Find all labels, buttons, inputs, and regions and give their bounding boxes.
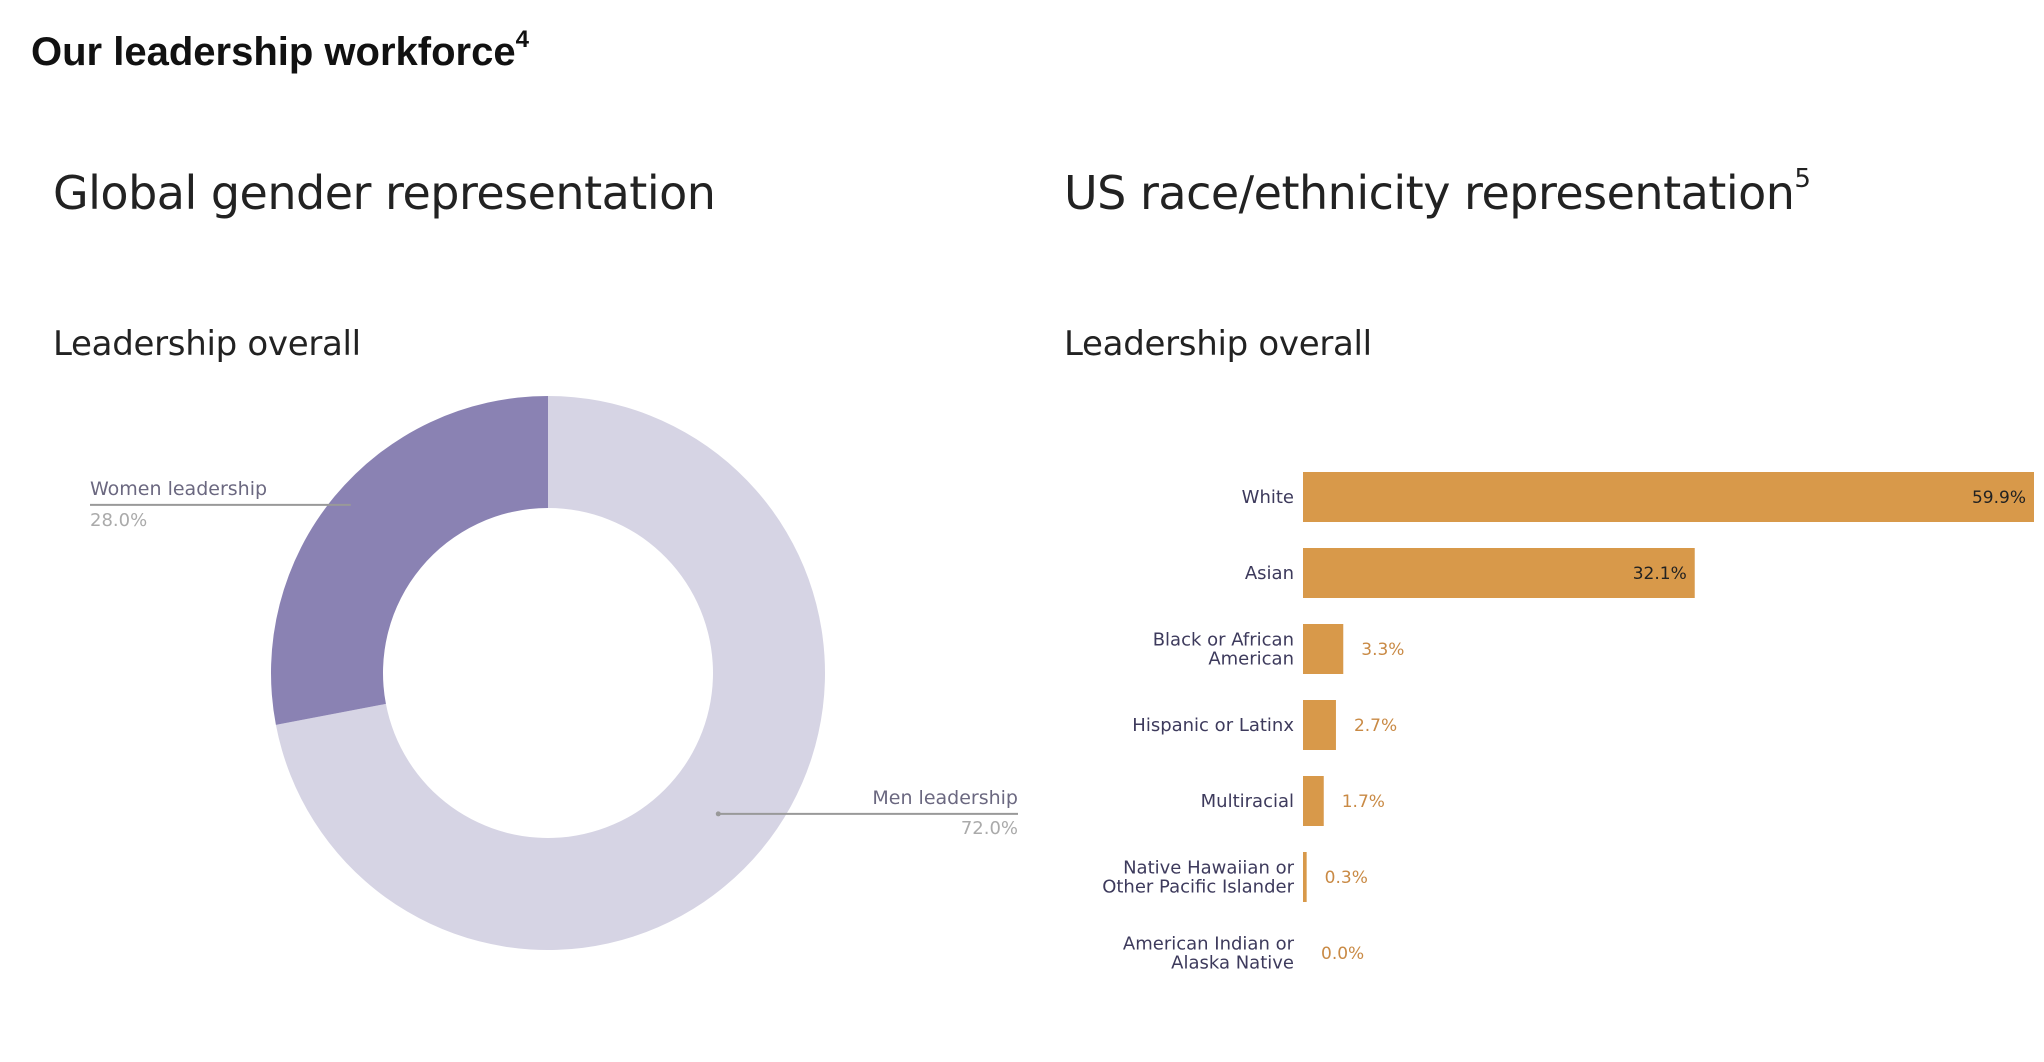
bar-category-label: Native Hawaiian or — [1123, 858, 1294, 879]
bar-category-label: Asian — [1245, 563, 1294, 584]
bar-category-label: Other Pacific Islander — [1102, 877, 1294, 898]
men-leadership-value: 72.0% — [961, 818, 1018, 839]
bar-category-label: Black or African — [1153, 630, 1294, 651]
men-leadership-label: Men leadership — [872, 787, 1018, 809]
race-section-title-text: US race/ethnicity representation — [1064, 166, 1795, 220]
bar-value-label: 3.3% — [1361, 640, 1404, 660]
bar-value-label: 32.1% — [1633, 564, 1687, 584]
bar-6 — [1303, 852, 1307, 902]
page-title-text: Our leadership workforce — [31, 30, 516, 74]
race-section-title-footnote: 5 — [1794, 164, 1811, 194]
page-title: Our leadership workforce4 — [31, 26, 529, 75]
women-leadership-value: 28.0% — [90, 510, 147, 531]
bar-category-label: Multiracial — [1201, 791, 1294, 812]
race-chart-subtitle: Leadership overall — [1064, 324, 1372, 364]
bar-category-label: American Indian or — [1123, 934, 1295, 955]
bar-2 — [1303, 548, 1695, 598]
gender-chart-subtitle: Leadership overall — [53, 324, 361, 364]
bar-5 — [1303, 776, 1324, 826]
bar-value-label: 1.7% — [1342, 792, 1385, 812]
bar-1 — [1303, 472, 2034, 522]
bar-4 — [1303, 700, 1336, 750]
bar-value-label: 0.0% — [1321, 944, 1364, 964]
gender-section-title: Global gender representation — [53, 166, 716, 220]
race-bar-chart: White 59.9%Asian 32.1%Black or AfricanAmer… — [1102, 472, 2034, 974]
bar-value-label: 0.3% — [1325, 868, 1368, 888]
gender-donut-chart: Men leadership 72.0% Women leadership 28.0% — [90, 396, 1018, 950]
page-title-footnote: 4 — [515, 26, 529, 53]
bar-category-label: American — [1208, 649, 1294, 670]
bar-value-label: 59.9% — [1972, 488, 2026, 508]
women-leadership-label: Women leadership — [90, 478, 267, 500]
bar-category-label: Hispanic or Latinx — [1132, 715, 1294, 736]
bar-value-label: 2.7% — [1354, 716, 1397, 736]
bar-category-label: White — [1242, 487, 1294, 508]
race-section-title: US race/ethnicity representation5 — [1064, 164, 1811, 220]
bar-3 — [1303, 624, 1344, 674]
donut-slice-women-leadership — [270, 396, 548, 725]
donut-slice-men-leadership — [275, 396, 825, 950]
bar-category-label: Alaska Native — [1171, 953, 1294, 974]
